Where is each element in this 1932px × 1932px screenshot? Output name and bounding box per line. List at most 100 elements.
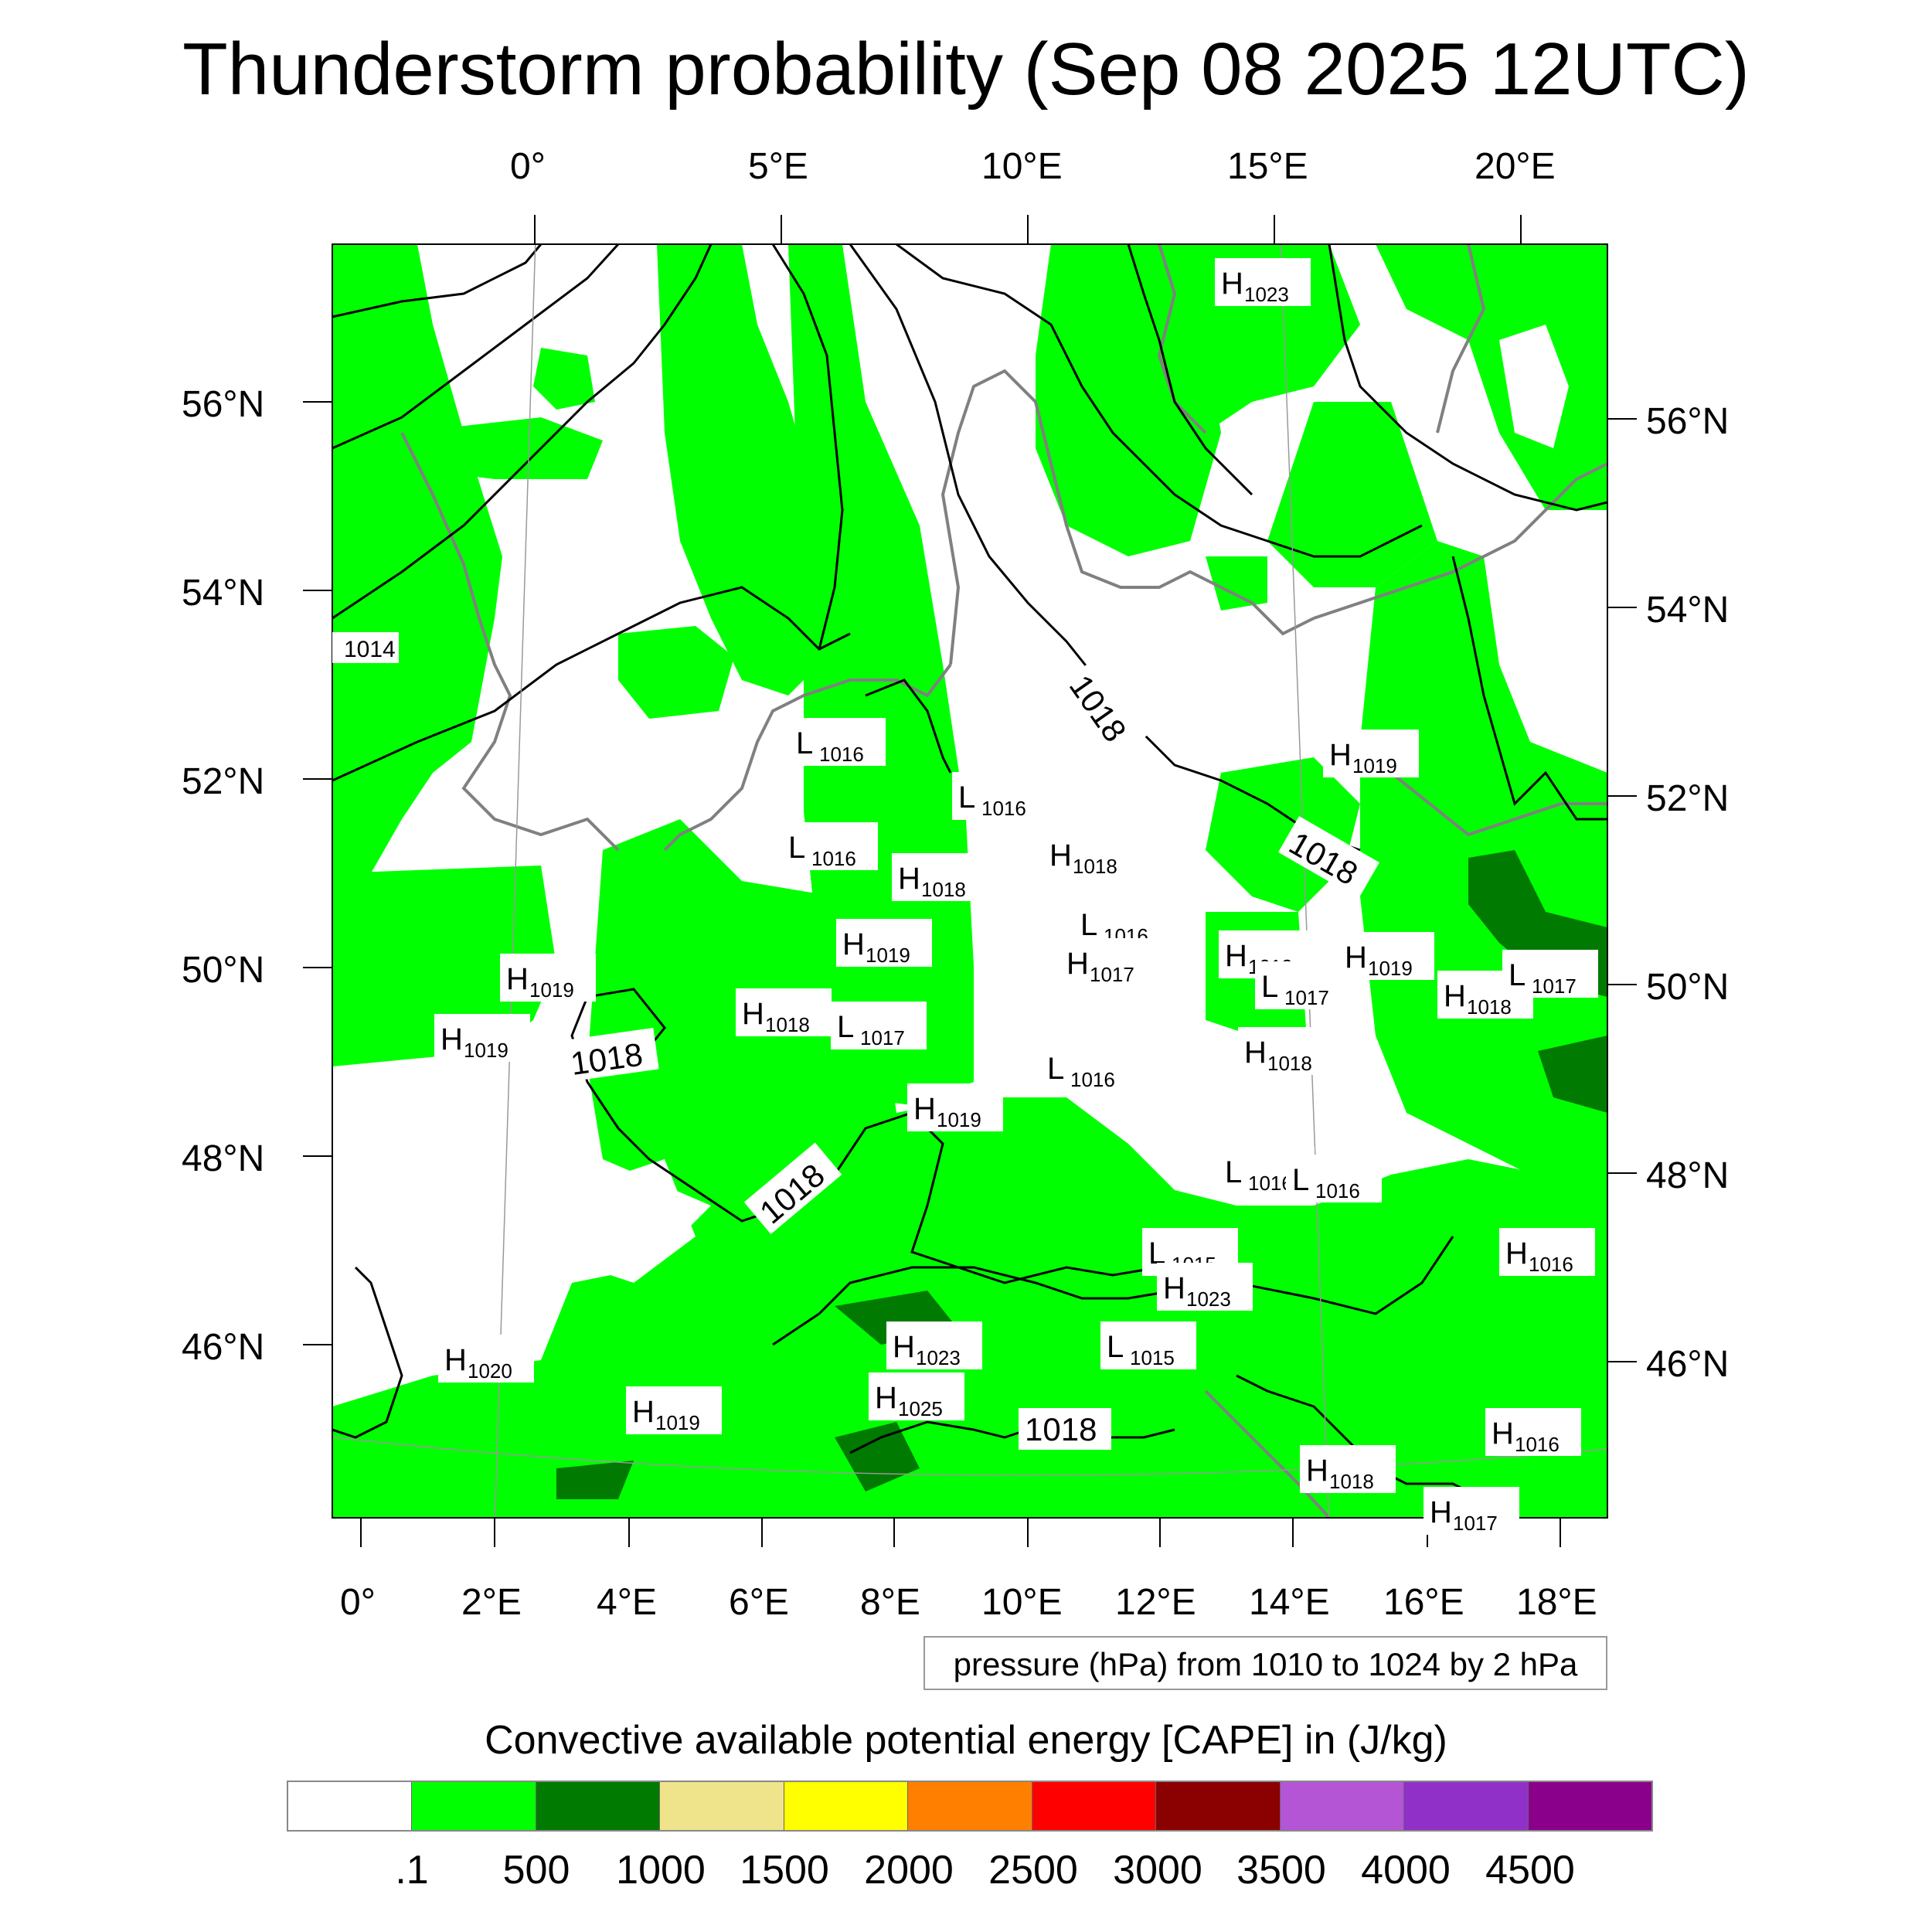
pressure-note: pressure (hPa) from 1010 to 1024 by 2 hP… [923,1636,1607,1690]
pressure-center-value: 1019 [1352,754,1397,777]
pressure-center-letter: H [1329,738,1352,772]
map-title: Thunderstorm probability (Sep 08 2025 12… [182,28,1750,111]
pressure-center-letter: L [1225,1155,1242,1189]
bottom-axis-label: 6°E [729,1582,789,1623]
pressure-center-label: H 1018 [1043,830,1139,878]
colorbar-swatch [1156,1782,1281,1830]
map-frame [332,243,1608,1519]
colorbar-swatch [908,1782,1032,1830]
bottom-axis-label: 0° [340,1582,376,1623]
pressure-center-value: 1017 [1284,986,1329,1009]
pressure-center-label: L 1015 [1100,1321,1196,1369]
pressure-center-letter: L [837,1010,854,1044]
colorbar-swatch [412,1782,536,1830]
colorbar-swatch [1280,1782,1405,1830]
graticule [332,244,1607,1518]
right-axis-label: 52°N [1646,778,1730,819]
pressure-center-letter: H [1444,979,1466,1013]
right-axis-label: 54°N [1646,590,1730,631]
pressure-center-letter: L [1047,1052,1064,1086]
colorbar-swatch [1404,1782,1529,1830]
left-axis-label: 46°N [182,1327,265,1368]
pressure-center-letter: H [875,1381,897,1415]
pressure-center-letter: L [1292,1163,1309,1197]
pressure-center-letter: H [506,962,529,996]
pressure-center-label: H 1017 [1423,1487,1519,1535]
colorbar [287,1781,1653,1832]
top-axis-label: 15°E [1227,146,1308,187]
pressure-center-letter: H [1244,1036,1267,1070]
colorbar-tick: 3000 [1113,1848,1202,1893]
pressure-center-letter: H [1225,939,1247,973]
pressure-center-value: 1018 [1267,1052,1312,1075]
bottom-axis-label: 16°E [1383,1582,1464,1623]
pressure-center-value: 1019 [937,1108,981,1131]
pressure-center-label: H 1018 [736,988,832,1036]
pressure-center-letter: H [898,862,920,896]
pressure-center-letter: L [1080,908,1097,942]
top-axis-label: 20°E [1475,146,1556,187]
pressure-center-label: H 1016 [1485,1408,1581,1456]
bottom-axis-label: 2°E [461,1582,522,1623]
pressure-center-value: 1016 [1248,1172,1293,1195]
colorbar-swatch [536,1782,661,1830]
right-axis-label: 56°N [1646,401,1730,442]
pressure-center-letter: H [1492,1417,1514,1451]
pressure-center-letter: H [742,997,764,1031]
pressure-center-label: L 1016 [1041,1043,1137,1091]
right-axis-label: 50°N [1646,967,1730,1008]
pressure-center-value: 1019 [1368,957,1413,980]
pressure-center-value: 1020 [468,1359,512,1383]
pressure-center-label: L 1016 [790,718,886,766]
bottom-axis-label: 4°E [597,1582,657,1623]
pressure-center-label: H 1025 [869,1372,964,1420]
pressure-center-value: 1015 [1130,1346,1175,1369]
colorbar-tick: 4000 [1361,1848,1451,1893]
pressure-center-letter: H [1505,1236,1528,1270]
pressure-center-letter: L [1261,970,1278,1004]
pressure-center-letter: L [788,831,805,865]
left-axis-label: 56°N [182,384,265,425]
pressure-center-label: H 1018 [892,853,988,901]
pressure-center-letter: H [1430,1495,1452,1529]
isobar-label-text: 1018 [1025,1411,1097,1447]
pressure-center-value: 1019 [866,944,910,967]
pressure-center-label: L 1017 [1255,961,1351,1009]
pressure-center-letter: H [1306,1454,1328,1488]
colorbar-swatch [660,1782,784,1830]
pressure-center-value: 1016 [811,847,856,870]
pressure-center-value: 1016 [1529,1253,1573,1276]
colorbar-swatch [288,1782,413,1830]
top-ticks [534,215,1522,244]
colorbar-tick: 2000 [864,1848,954,1893]
pressure-center-value: 1023 [916,1346,961,1369]
left-axis-label: 48°N [182,1138,265,1179]
pressure-center-value: 1018 [921,878,966,901]
right-axis-label: 46°N [1646,1344,1730,1385]
pressure-center-label: H 1017 [1060,938,1156,986]
bottom-axis-label: 14°E [1249,1582,1330,1623]
pressure-center-letter: H [444,1343,467,1377]
pressure-center-value: 1025 [898,1397,943,1420]
bottom-axis-label: 8°E [860,1582,920,1623]
pressure-center-letter: L [796,726,813,760]
colorbar-swatch [1032,1782,1157,1830]
pressure-center-letter: L [958,781,975,815]
pressure-center-value: 1017 [1090,963,1134,986]
pressure-center-value: 1019 [529,978,574,1002]
pressure-center-value: 1016 [819,743,864,766]
pressure-center-value: 1016 [1070,1068,1115,1091]
colorbar-tick: .1 [395,1848,429,1893]
left-axis-label: 54°N [182,573,265,614]
pressure-center-label: L 1017 [831,1002,927,1049]
isobar-label-text: 1014 [344,637,396,662]
pressure-center-label: H 1018 [1300,1445,1396,1493]
pressure-center-letter: H [440,1022,463,1056]
isobar-label: 1018 [1019,1408,1111,1450]
left-ticks [303,401,332,1345]
